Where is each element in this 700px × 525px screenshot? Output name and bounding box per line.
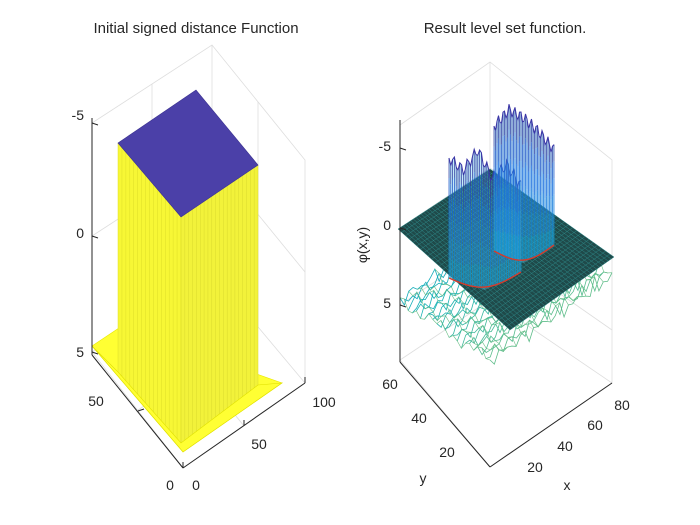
zero-plane-mesh-line — [425, 210, 542, 308]
right-axes — [399, 120, 613, 468]
right-x-tick: 20 — [527, 459, 543, 475]
right-z-axis-label: φ(x,y) — [354, 227, 370, 263]
left-y-tick: 0 — [166, 477, 174, 493]
right-x-axis-label: x — [564, 477, 571, 493]
right-y-axis-label: y — [420, 470, 427, 486]
zero-plane-mesh-line — [451, 193, 571, 288]
left-x-tick: 0 — [192, 477, 200, 493]
left-box-mesh — [91, 143, 284, 453]
left-y-tick: 50 — [88, 393, 104, 409]
left-z-tick: 5 — [76, 344, 84, 360]
zero-plane-mesh-line — [400, 227, 514, 329]
lower-mesh-line — [399, 297, 491, 361]
zero-contour-line — [493, 244, 555, 261]
right-surface-plot: Result level set function. — [354, 20, 630, 493]
left-box-top — [117, 89, 259, 218]
left-z-tick: -5 — [72, 107, 85, 123]
zero-plane-mesh-line — [464, 185, 586, 278]
right-x-tick: 80 — [614, 397, 630, 413]
zero-plane-mesh-line — [410, 220, 525, 321]
zero-plane-mesh-line — [466, 183, 589, 276]
right-plot-title: Result level set function. — [424, 20, 587, 37]
lower-mesh-line — [425, 284, 517, 347]
right-y-tick: 40 — [411, 410, 427, 426]
zero-plane-mesh-line — [461, 187, 583, 280]
left-x-tick: 50 — [251, 436, 267, 452]
zero-plane-mesh-line — [402, 225, 516, 327]
left-surface-plot: Initial signed distance Function — [72, 20, 336, 493]
right-y-tick: 20 — [439, 444, 455, 460]
right-x-tick: 40 — [557, 438, 573, 454]
right-y-tick: 60 — [382, 376, 398, 392]
left-z-tick: 0 — [76, 225, 84, 241]
left-surface — [91, 89, 284, 453]
peak-ridge — [493, 104, 555, 153]
right-x-tick: 60 — [587, 417, 603, 433]
right-z-tick: 0 — [383, 217, 391, 233]
left-axes — [91, 118, 306, 469]
zero-plane-mesh-line — [415, 217, 531, 316]
zero-contour-line — [448, 271, 522, 288]
right-peak-mesh — [448, 104, 555, 290]
right-z-tick: -5 — [379, 138, 392, 154]
left-plot-title: Initial signed distance Function — [93, 20, 298, 37]
right-z-tick: 5 — [383, 295, 391, 311]
zero-plane-mesh-line — [405, 223, 519, 325]
left-x-tick: 100 — [312, 394, 336, 410]
lower-mesh-line — [408, 291, 499, 351]
zero-plane-mesh-line — [420, 213, 537, 312]
lower-mesh-line — [417, 287, 508, 353]
